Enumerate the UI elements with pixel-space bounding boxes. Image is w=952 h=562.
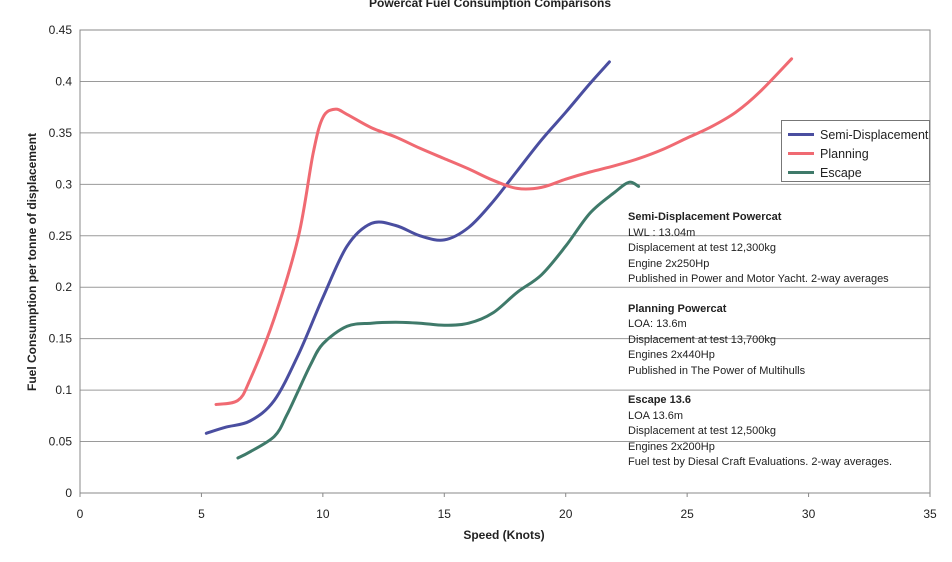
- note-title: Semi-Displacement Powercat: [628, 211, 782, 223]
- y-tick-label: 0.1: [55, 383, 72, 397]
- y-tick-label: 0.15: [49, 332, 73, 346]
- x-tick-label: 15: [438, 507, 452, 521]
- x-tick-label: 5: [198, 507, 205, 521]
- y-tick-label: 0.2: [55, 280, 72, 294]
- legend-swatch-semi-displacement: [788, 133, 814, 136]
- legend-swatch-planning: [788, 152, 814, 155]
- note-line: LOA: 13.6m: [628, 318, 687, 330]
- note-planning: Planning Powercat LOA: 13.6m Displacemen…: [628, 302, 938, 380]
- y-axis-title: Fuel Consumption per tonne of displaceme…: [25, 133, 39, 391]
- note-line: LWL : 13.04m: [628, 226, 696, 239]
- chart-title: Powercat Fuel Consumption Comparisons: [369, 0, 611, 10]
- y-axis-ticks: 0 0.05 0.1 0.15 0.2 0.25 0.3 0.35 0.4 0.45: [49, 23, 73, 500]
- series-line-escape: [236, 180, 641, 460]
- note-line: Displacement at test 12,300kg: [628, 242, 776, 254]
- y-tick-label: 0.4: [55, 74, 72, 88]
- note-line: Fuel test by Diesal Craft Evaluations. 2…: [628, 456, 893, 468]
- note-title: Planning Powercat: [628, 302, 727, 315]
- note-line: Engine 2x250Hp: [628, 257, 710, 270]
- x-tick-label: 20: [559, 507, 573, 521]
- x-axis-title: Speed (Knots): [463, 528, 544, 542]
- legend-label-planning: Planning: [820, 146, 869, 161]
- x-tick-label: 30: [802, 507, 816, 521]
- note-line: Engines 2x200Hp: [628, 440, 715, 453]
- note-line: Published in Power and Motor Yacht. 2-wa…: [628, 273, 889, 285]
- y-tick-label: 0.05: [49, 435, 73, 449]
- series-line-planning: [214, 57, 794, 406]
- legend-item-semi-displacement: Semi-Displacement: [788, 125, 929, 144]
- y-tick-label: 0.3: [55, 177, 72, 191]
- series-line-semi-displacement: [204, 60, 611, 435]
- note-line: Displacement at test 13,700kg: [628, 333, 776, 346]
- legend-item-planning: Planning: [788, 144, 929, 163]
- note-semi-displacement: Semi-Displacement Powercat LWL : 13.04m …: [628, 210, 938, 288]
- x-tick-label: 10: [316, 507, 330, 521]
- x-tick-label: 35: [923, 507, 937, 521]
- note-line: Displacement at test 12,500kg: [628, 425, 776, 437]
- legend: Semi-Displacement Planning Escape: [781, 120, 930, 182]
- series-layer: [204, 57, 794, 460]
- x-axis-ticks: 0 5 10 15 20 25 30 35: [77, 493, 937, 521]
- legend-item-escape: Escape: [788, 163, 929, 182]
- note-line: Published in The Power of Multihulls: [628, 364, 806, 377]
- note-line: Engines 2x440Hp: [628, 349, 715, 361]
- x-tick-label: 0: [77, 507, 84, 521]
- y-tick-label: 0.35: [49, 126, 73, 140]
- note-title: Escape 13.6: [628, 394, 691, 406]
- y-tick-label: 0.45: [49, 23, 73, 37]
- note-escape: Escape 13.6 LOA 13.6m Displacement at te…: [628, 393, 938, 471]
- note-line: LOA 13.6m: [628, 409, 684, 422]
- legend-swatch-escape: [788, 171, 814, 174]
- y-tick-label: 0: [65, 486, 72, 500]
- boat-specs-notes: Semi-Displacement Powercat LWL : 13.04m …: [628, 210, 938, 485]
- legend-label-semi-displacement: Semi-Displacement: [820, 127, 929, 142]
- x-tick-label: 25: [680, 507, 694, 521]
- plot-area: [79, 29, 931, 494]
- legend-label-escape: Escape: [820, 165, 862, 180]
- y-tick-label: 0.25: [49, 229, 73, 243]
